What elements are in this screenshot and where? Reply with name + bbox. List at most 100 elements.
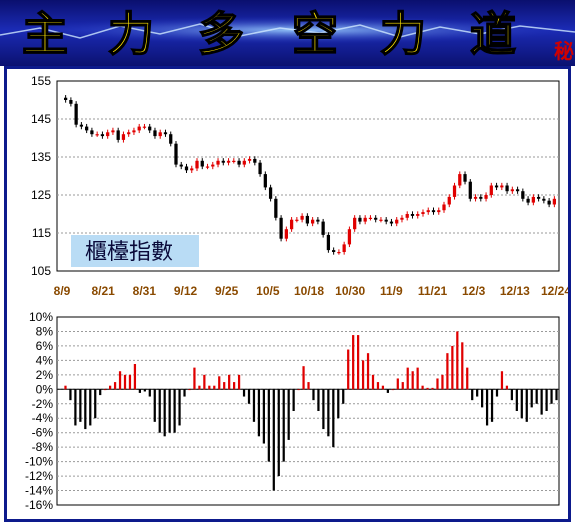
candle-body <box>552 198 557 205</box>
bar-y-tick-label: -6% <box>32 426 54 440</box>
percent-bar <box>138 389 141 393</box>
banner-suffix: 秘 <box>554 39 574 63</box>
percent-bar <box>233 382 236 390</box>
candle-body <box>500 185 504 188</box>
percent-bar <box>406 367 409 390</box>
candle-body <box>531 196 535 203</box>
percent-bar <box>441 374 444 390</box>
percent-bar <box>495 389 499 397</box>
percent-bar <box>525 389 528 422</box>
candle-body <box>127 132 131 135</box>
candle-y-tick-label: 155 <box>31 74 51 88</box>
candle-body <box>169 134 173 144</box>
candle-body <box>163 132 168 135</box>
x-tick-label: 9/25 <box>215 284 239 298</box>
bar-plot-frame <box>56 316 560 506</box>
percent-bar <box>228 374 231 390</box>
percent-bar <box>347 349 350 390</box>
banner-graphic: 主力多空力道秘 <box>0 6 575 63</box>
candle-body <box>132 130 136 133</box>
bar-y-tick-label: 6% <box>36 339 54 353</box>
candle-body <box>395 219 399 224</box>
candle-body <box>279 217 283 239</box>
percent-bar <box>337 389 340 419</box>
percent-bar <box>297 389 300 391</box>
percent-bar <box>411 371 414 390</box>
banner-title: 主力多空力道秘 <box>21 6 574 63</box>
candle-body <box>284 229 288 239</box>
percent-bar <box>133 364 137 390</box>
candle-body <box>452 185 457 197</box>
percent-bar <box>396 378 399 390</box>
percent-bar <box>113 382 117 390</box>
x-tick-label: 10/5 <box>256 284 280 298</box>
percent-bar <box>307 382 310 390</box>
banner-char: 多 <box>198 7 244 61</box>
percent-bar <box>153 389 156 422</box>
percent-bar <box>94 389 97 419</box>
percent-bar <box>555 389 558 401</box>
percent-bar <box>332 389 335 448</box>
percent-bar <box>79 389 82 422</box>
candle-body <box>100 134 105 137</box>
percent-bar <box>490 389 494 422</box>
candle-body <box>473 196 478 199</box>
candle-body <box>337 252 341 254</box>
candle-body <box>389 221 394 224</box>
candle-body <box>137 126 141 131</box>
bar-y-tick-label: -4% <box>32 411 54 425</box>
percent-bar <box>203 374 206 390</box>
percent-bar <box>416 367 419 390</box>
candle-body <box>515 189 520 192</box>
candle-body <box>174 143 178 165</box>
percent-bar <box>421 385 424 390</box>
candle-body <box>211 164 215 167</box>
percent-bar-chart: -16%-14%-12%-10%-8%-6%-4%-2%0%2%4%6%8%10… <box>25 310 560 512</box>
candle-body <box>184 166 189 171</box>
candle-body <box>268 187 273 199</box>
percent-bar <box>242 389 246 397</box>
candle-body <box>384 219 388 222</box>
candle-body <box>305 215 310 224</box>
x-tick-label: 8/31 <box>133 284 157 298</box>
percent-bar <box>74 389 77 426</box>
bar-y-tick-label: -12% <box>25 469 53 483</box>
candle-body <box>332 250 336 252</box>
percent-bar <box>89 389 92 426</box>
percent-bar <box>143 389 146 392</box>
percent-bar <box>168 389 171 433</box>
x-tick-label: 11/21 <box>418 284 448 298</box>
candle-body <box>431 210 436 213</box>
percent-bar <box>485 389 489 426</box>
bar-y-tick-label: -16% <box>25 498 53 512</box>
candle-body <box>142 126 147 128</box>
candle-body <box>368 217 373 219</box>
percent-bar <box>267 389 270 462</box>
percent-bar <box>158 389 161 433</box>
percent-bar <box>550 389 553 404</box>
percent-bar <box>471 389 474 401</box>
candle-body <box>258 162 262 175</box>
candle-body <box>148 126 152 131</box>
percent-bar <box>371 374 375 390</box>
percent-bar <box>357 335 360 390</box>
candle-body <box>121 134 126 140</box>
candle-y-tick-label: 115 <box>32 226 51 240</box>
x-tick-label: 8/9 <box>54 284 71 298</box>
percent-bar <box>361 360 365 390</box>
candle-body <box>289 219 294 230</box>
candle-body <box>316 219 320 222</box>
x-tick-label: 12/24 <box>541 284 568 298</box>
percent-bar <box>322 389 325 430</box>
x-tick-label: 12/13 <box>500 284 530 298</box>
percent-bar <box>257 389 261 437</box>
candle-body <box>274 198 278 218</box>
x-tick-label: 11/9 <box>380 284 403 298</box>
candle-body <box>416 214 420 216</box>
candlestick-chart: 105 115 125 135 145 155 櫃檯指數 8/9 8/21 8/31 9/12 9/2… <box>31 74 568 298</box>
percent-bar <box>148 389 151 397</box>
candle-body <box>494 185 499 188</box>
percent-bar <box>213 385 216 390</box>
candle-body <box>521 191 525 199</box>
percent-bar <box>535 389 538 404</box>
